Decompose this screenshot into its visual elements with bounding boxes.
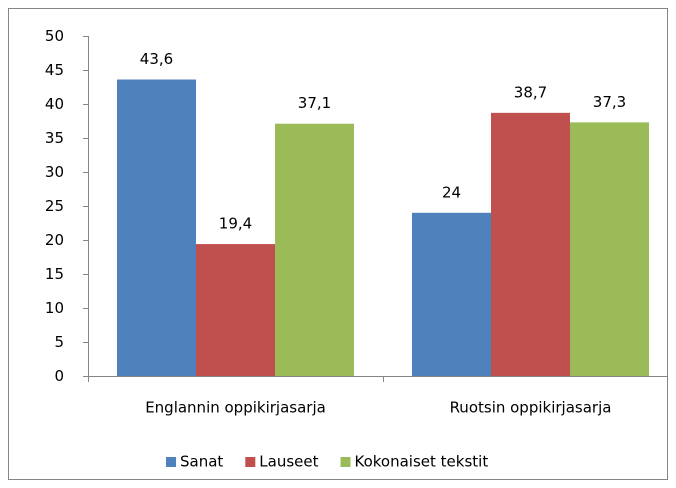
y-tick-label: 10 (45, 299, 64, 317)
legend-swatch (340, 457, 351, 467)
legend-label: Kokonaiset tekstit (355, 453, 489, 471)
data-label: 37,1 (298, 94, 331, 112)
bar (412, 212, 491, 376)
data-label: 43,6 (140, 50, 173, 68)
legend-label: Sanat (180, 453, 223, 471)
bar (570, 122, 649, 376)
y-tick-label: 30 (45, 163, 64, 181)
bar (491, 112, 570, 376)
y-tick-label: 40 (45, 95, 64, 113)
data-label: 24 (442, 183, 461, 201)
legend-label: Lauseet (259, 453, 318, 471)
bar (196, 244, 275, 376)
y-tick-label: 5 (54, 333, 64, 351)
data-label: 38,7 (514, 83, 547, 101)
y-tick-label: 45 (45, 61, 64, 79)
legend-swatch (245, 457, 256, 467)
legend-swatch (166, 457, 176, 467)
data-label: 37,3 (593, 93, 626, 111)
bar (117, 79, 196, 377)
y-tick-label: 25 (45, 197, 64, 215)
x-tick-label: Ruotsin oppikirjasarja (450, 399, 612, 417)
x-tick-label: Englannin oppikirjasarja (145, 399, 326, 417)
y-tick-label: 20 (45, 231, 64, 249)
bar (275, 123, 354, 376)
y-tick-label: 15 (45, 265, 64, 283)
y-tick-label: 50 (45, 27, 64, 45)
y-tick-label: 0 (54, 367, 64, 385)
data-label: 19,4 (219, 215, 252, 233)
y-tick-label: 35 (45, 129, 64, 147)
